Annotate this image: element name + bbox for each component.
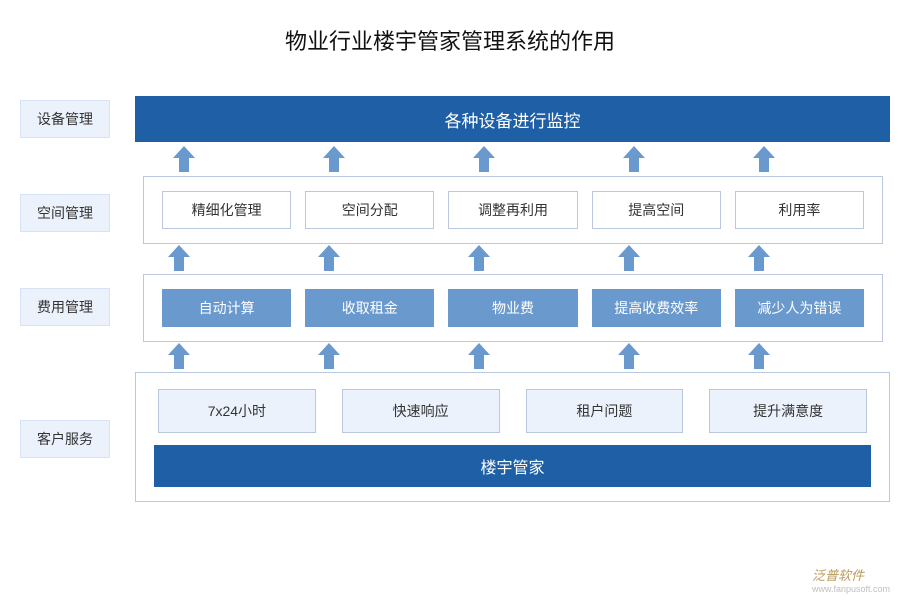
row-fee: 自动计算 收取租金 物业费 提高收费效率 减少人为错误 [143,274,883,342]
row-space: 精细化管理 空间分配 调整再利用 提高空间 利用率 [143,176,883,244]
side-label-customer: 客户服务 [20,420,110,458]
arrow-up-icon [468,343,490,369]
arrow-up-icon [748,343,770,369]
watermark: 泛普软件 www.fanpusoft.com [812,565,890,594]
space-item: 精细化管理 [162,191,291,229]
arrow-up-icon [323,146,345,172]
side-label-equipment: 设备管理 [20,100,110,138]
arrow-up-icon [748,245,770,271]
arrow-up-icon [168,343,190,369]
fee-item: 提高收费效率 [592,289,721,327]
space-item: 提高空间 [592,191,721,229]
watermark-url: www.fanpusoft.com [812,584,890,594]
equipment-bar: 各种设备进行监控 [135,96,890,142]
arrow-up-icon [168,245,190,271]
arrow-up-icon [318,245,340,271]
arrow-up-icon [173,146,195,172]
space-boxes: 精细化管理 空间分配 调整再利用 提高空间 利用率 [144,177,882,243]
row-customer: 7x24小时 快速响应 租户问题 提升满意度 楼宇管家 [135,372,890,502]
row-equipment: 各种设备进行监控 [135,96,890,142]
building-manager-bar: 楼宇管家 [154,445,871,487]
arrow-up-icon [753,146,775,172]
watermark-brand: 泛普软件 [812,568,864,583]
arrow-up-icon [468,245,490,271]
customer-item: 快速响应 [342,389,500,433]
fee-item: 减少人为错误 [735,289,864,327]
space-item: 利用率 [735,191,864,229]
side-label-fee: 费用管理 [20,288,110,326]
arrow-up-icon [618,343,640,369]
fee-item: 自动计算 [162,289,291,327]
customer-item: 7x24小时 [158,389,316,433]
customer-item: 提升满意度 [709,389,867,433]
arrow-up-icon [318,343,340,369]
fee-item: 物业费 [448,289,577,327]
space-item: 空间分配 [305,191,434,229]
fee-boxes: 自动计算 收取租金 物业费 提高收费效率 减少人为错误 [144,275,882,341]
customer-item: 租户问题 [526,389,684,433]
side-label-space: 空间管理 [20,194,110,232]
arrow-up-icon [473,146,495,172]
arrow-up-icon [618,245,640,271]
fee-item: 收取租金 [305,289,434,327]
customer-boxes: 7x24小时 快速响应 租户问题 提升满意度 [136,373,889,445]
arrow-up-icon [623,146,645,172]
page-title: 物业行业楼宇管家管理系统的作用 [0,0,900,76]
space-item: 调整再利用 [448,191,577,229]
